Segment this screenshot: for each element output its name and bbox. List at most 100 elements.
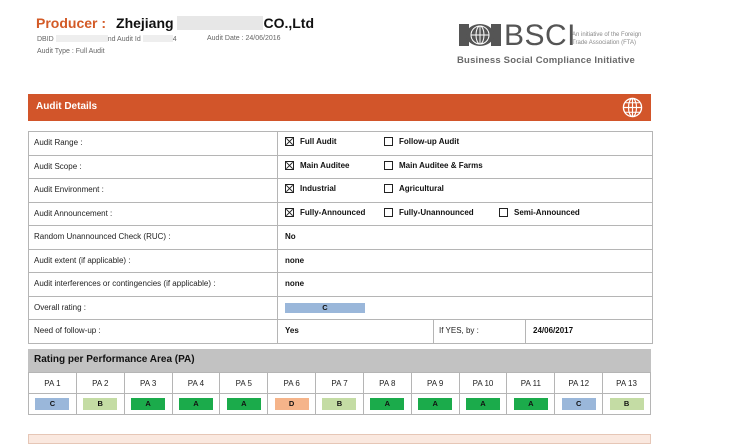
pa-name-cell: PA 8 bbox=[362, 372, 412, 394]
pa-grade-badge: A bbox=[513, 398, 548, 410]
pa-grade-cell: A bbox=[410, 393, 460, 415]
producer-label: Producer : bbox=[36, 15, 107, 31]
pa-grade-badge: C bbox=[35, 398, 70, 410]
pa-grade-cell: A bbox=[219, 393, 269, 415]
pa-name-cell: PA 7 bbox=[315, 372, 364, 394]
audit-ids: DBID nd Audit Id 4 bbox=[37, 35, 177, 43]
checkbox-empty-icon[interactable] bbox=[384, 160, 393, 170]
option-industrial[interactable]: Industrial bbox=[285, 184, 336, 193]
audit-date: Audit Date : 24/06/2016 bbox=[207, 35, 281, 42]
option-agricultural[interactable]: Agricultural bbox=[384, 184, 444, 193]
pa-grade-badge: B bbox=[609, 398, 644, 410]
performance-area-header: Rating per Performance Area (PA) bbox=[28, 349, 651, 372]
checkbox-checked-icon[interactable] bbox=[285, 160, 294, 170]
option-follow-up-audit[interactable]: Follow-up Audit bbox=[384, 137, 459, 146]
pa-grade-badge: B bbox=[322, 398, 357, 410]
label-audit-environment: Audit Environment : bbox=[34, 185, 104, 194]
pa-grade-cell: B bbox=[602, 393, 651, 415]
pa-grade-cell: A bbox=[506, 393, 556, 415]
option-main-auditee[interactable]: Main Auditee bbox=[285, 160, 349, 170]
performance-area-table: PA 1 PA 2 PA 3 PA 4 PA 5 PA 6 PA 7 PA 8 PA 9 PA 1… bbox=[28, 372, 651, 415]
producer-line: Producer : Zhejiang CO.,Ltd bbox=[36, 15, 314, 31]
pa-grade-badge: A bbox=[466, 398, 501, 410]
option-semi-announced[interactable]: Semi-Announced bbox=[499, 207, 580, 217]
audit-details-table: Audit Range : Full Audit Follow-up Audit… bbox=[28, 131, 653, 344]
bsci-wordmark: BSCI bbox=[504, 19, 577, 52]
audit-details-header: Audit Details bbox=[28, 94, 651, 121]
dbid-label: DBID bbox=[37, 36, 54, 43]
row-audit-range: Audit Range : Full Audit Follow-up Audit bbox=[29, 132, 652, 156]
pa-name-row: PA 1 PA 2 PA 3 PA 4 PA 5 PA 6 PA 7 PA 8 PA 9 PA 1… bbox=[28, 372, 651, 394]
audit-id-tail: 4 bbox=[172, 36, 177, 43]
row-overall-rating: Overall rating : C bbox=[29, 296, 652, 320]
bsci-note: An initiative of the Foreign Trade Assoc… bbox=[572, 32, 642, 46]
pa-name-cell: PA 13 bbox=[602, 372, 651, 394]
audit-id-label: nd Audit Id bbox=[107, 36, 141, 43]
value-audit-extent: none bbox=[285, 255, 305, 265]
pa-grade-cell: C bbox=[554, 393, 604, 415]
value-ruc: No bbox=[285, 232, 296, 241]
option-fully-unannounced[interactable]: Fully-Unannounced bbox=[384, 207, 474, 217]
pa-name-cell: PA 11 bbox=[506, 372, 556, 394]
producer-name: Zhejiang bbox=[116, 15, 174, 31]
option-full-audit[interactable]: Full Audit bbox=[285, 137, 337, 146]
checkbox-checked-icon[interactable] bbox=[285, 207, 294, 217]
bsci-tagline: Business Social Compliance Initiative bbox=[457, 55, 635, 66]
label-audit-scope: Audit Scope : bbox=[34, 161, 82, 171]
label-audit-range: Audit Range : bbox=[34, 138, 83, 147]
label-audit-extent: Audit extent (if applicable) : bbox=[34, 255, 131, 265]
audit-details-title: Audit Details bbox=[36, 101, 98, 112]
pa-name-cell: PA 1 bbox=[28, 372, 77, 394]
checkbox-empty-icon[interactable] bbox=[384, 207, 393, 217]
checkbox-empty-icon[interactable] bbox=[384, 184, 393, 193]
pa-grade-cell: B bbox=[75, 393, 125, 415]
follow-up-date: 24/06/2017 bbox=[533, 326, 574, 335]
value-interferences: none bbox=[285, 279, 305, 288]
pa-grade-cell: A bbox=[458, 393, 508, 415]
bsci-handshake-logo bbox=[459, 24, 501, 46]
value-follow-up: Yes bbox=[285, 326, 299, 335]
row-ruc: Random Unannounced Check (RUC) : No bbox=[29, 226, 652, 250]
pa-name-cell: PA 2 bbox=[75, 372, 125, 394]
row-audit-environment: Audit Environment : Industrial Agricultu… bbox=[29, 179, 652, 203]
label-overall-rating: Overall rating : bbox=[34, 302, 87, 312]
audit-type: Audit Type : Full Audit bbox=[37, 48, 105, 55]
pa-grade-badge: A bbox=[131, 398, 166, 410]
pa-grade-cell: D bbox=[267, 393, 317, 415]
row-interferences: Audit interferences or contingencies (if… bbox=[29, 273, 652, 297]
pa-name-cell: PA 6 bbox=[267, 372, 317, 394]
redacted-name bbox=[177, 16, 264, 30]
pa-name-cell: PA 5 bbox=[219, 372, 269, 394]
overall-rating-badge: C bbox=[285, 302, 365, 313]
pa-grade-badge: A bbox=[178, 398, 213, 410]
pa-name-cell: PA 9 bbox=[410, 372, 460, 394]
row-audit-extent: Audit extent (if applicable) : none bbox=[29, 249, 652, 273]
pa-grade-badge: B bbox=[83, 398, 118, 410]
option-main-auditee-farms[interactable]: Main Auditee & Farms bbox=[384, 160, 483, 170]
label-interferences: Audit interferences or contingencies (if… bbox=[34, 279, 216, 288]
option-fully-announced[interactable]: Fully-Announced bbox=[285, 207, 365, 217]
globe-icon bbox=[622, 97, 643, 118]
next-section-edge bbox=[28, 434, 651, 444]
label-follow-up: Need of follow-up : bbox=[34, 326, 101, 335]
pa-name-cell: PA 10 bbox=[458, 372, 508, 394]
pa-grade-cell: A bbox=[123, 393, 173, 415]
checkbox-empty-icon[interactable] bbox=[499, 207, 508, 217]
row-audit-announcement: Audit Announcement : Fully-Announced Ful… bbox=[29, 202, 652, 226]
checkbox-checked-icon[interactable] bbox=[285, 184, 294, 193]
redacted-audit-id bbox=[142, 35, 173, 42]
label-audit-announcement: Audit Announcement : bbox=[34, 208, 113, 218]
pa-grade-cell: B bbox=[315, 393, 364, 415]
pa-name-cell: PA 4 bbox=[171, 372, 221, 394]
pa-grade-badge: A bbox=[370, 398, 405, 410]
checkbox-empty-icon[interactable] bbox=[384, 137, 393, 146]
checkbox-checked-icon[interactable] bbox=[285, 137, 294, 146]
pa-grade-cell: A bbox=[171, 393, 221, 415]
pa-name-cell: PA 12 bbox=[554, 372, 604, 394]
label-ruc: Random Unannounced Check (RUC) : bbox=[34, 232, 171, 241]
pa-name-cell: PA 3 bbox=[123, 372, 173, 394]
producer-suffix: CO.,Ltd bbox=[263, 15, 315, 31]
pa-grade-badge: A bbox=[226, 398, 261, 410]
redacted-dbid bbox=[55, 35, 108, 42]
